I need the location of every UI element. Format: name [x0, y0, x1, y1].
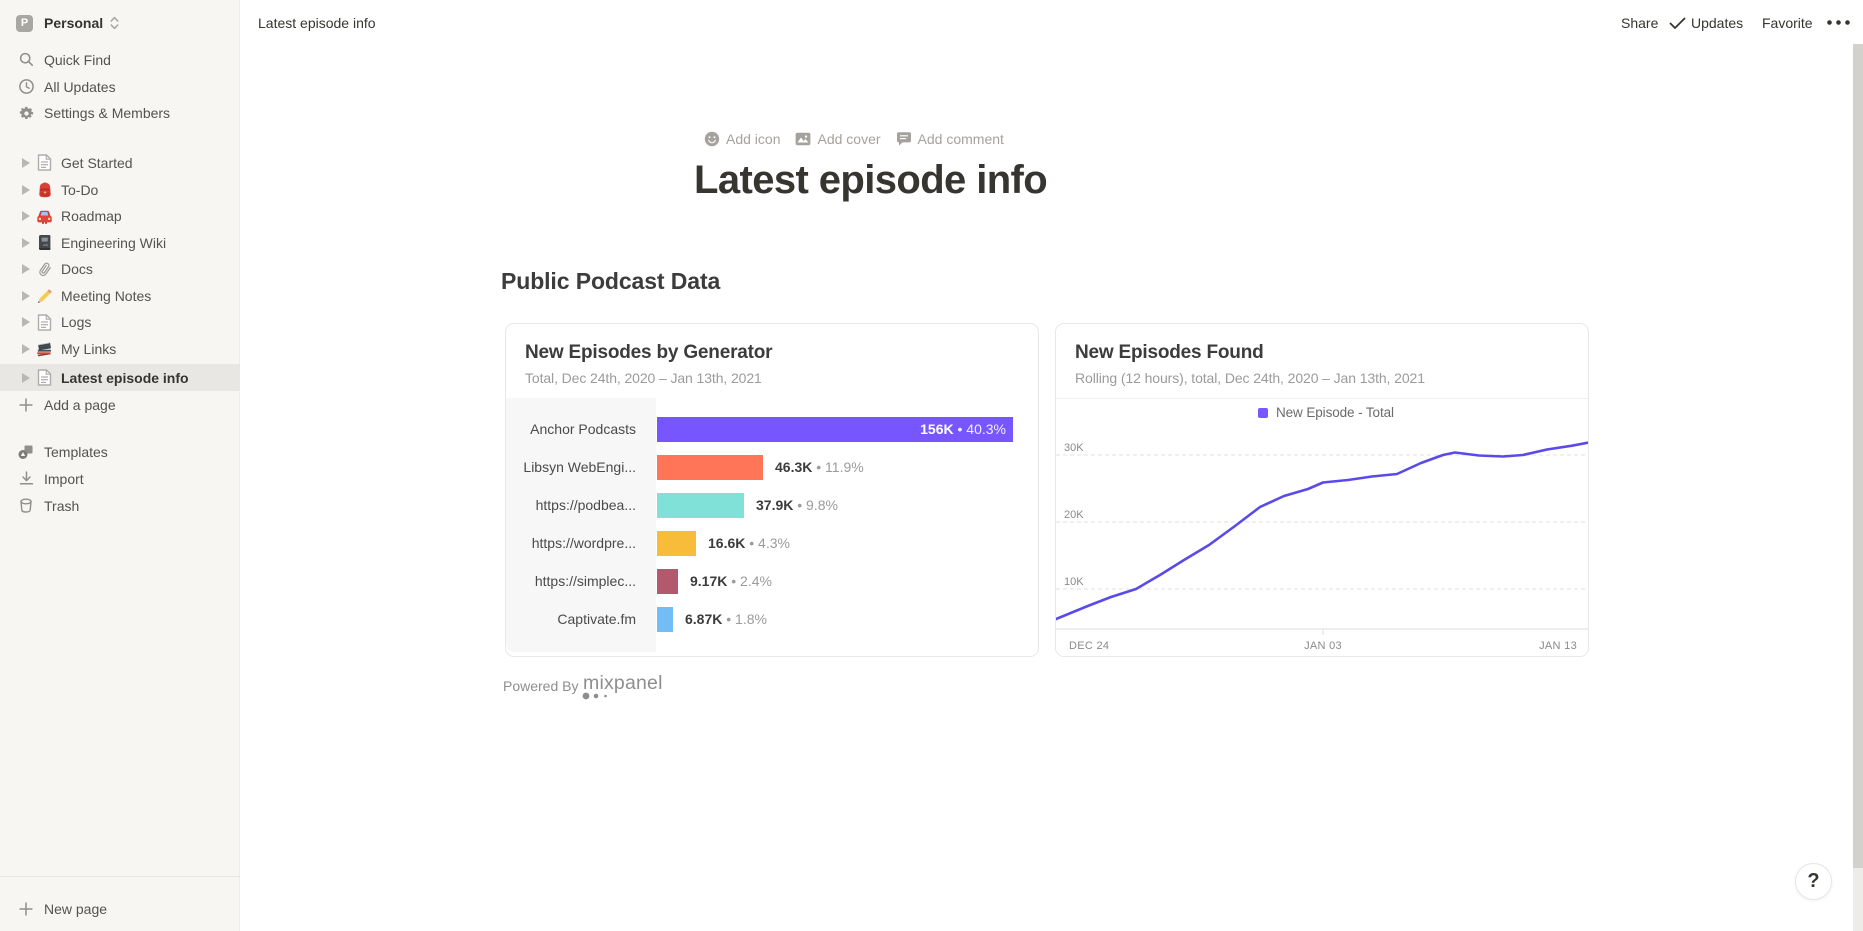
svg-text:JAN 03: JAN 03	[1304, 640, 1342, 652]
svg-text:10K: 10K	[1064, 576, 1084, 588]
svg-text:30K: 30K	[1064, 442, 1084, 454]
svg-text:DEC 24: DEC 24	[1069, 640, 1109, 652]
svg-text:JAN 13: JAN 13	[1539, 640, 1577, 652]
svg-text:20K: 20K	[1064, 509, 1084, 521]
